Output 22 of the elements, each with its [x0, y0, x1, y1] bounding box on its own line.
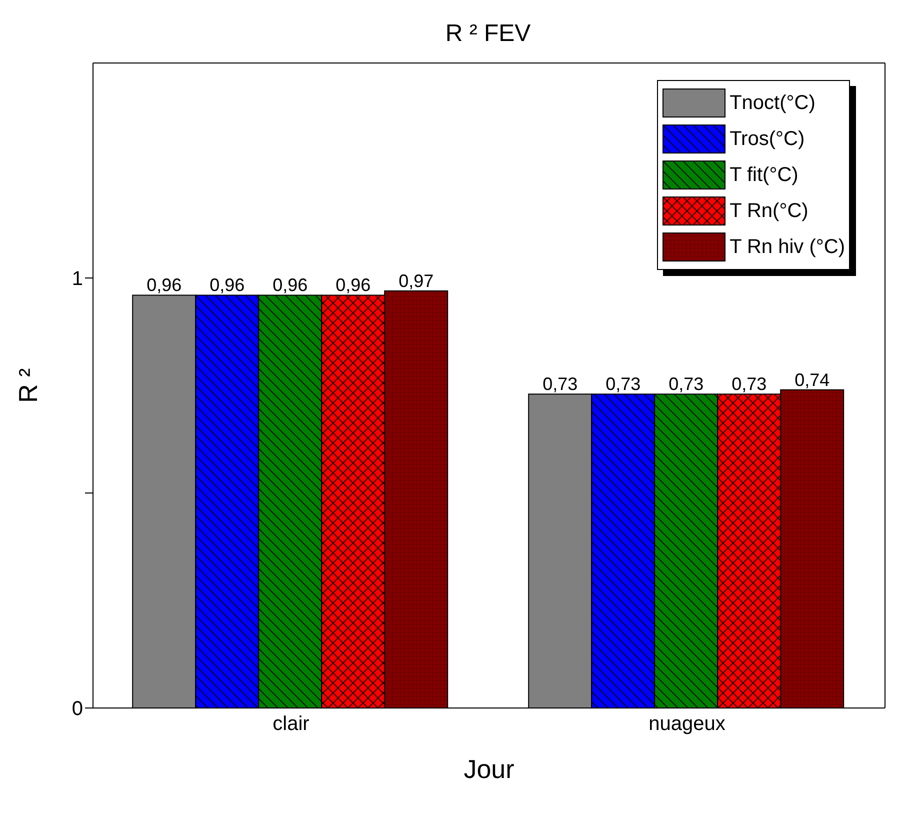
y-tick-label: 1 — [72, 268, 83, 290]
data-label: 0,73 — [606, 374, 641, 394]
legend-label: Tnoct(°C) — [730, 92, 816, 114]
y-tick-label: 0 — [72, 698, 83, 720]
data-label: 0,74 — [794, 370, 830, 390]
data-label: 0,73 — [732, 374, 767, 394]
x-tick-label: nuageux — [648, 713, 726, 736]
data-label: 0,73 — [668, 374, 704, 394]
data-label: 0,97 — [398, 270, 434, 291]
y-axis-title: R ² — [13, 368, 44, 403]
legend-label: Tros(°C) — [730, 128, 805, 150]
data-label: 0,96 — [272, 275, 308, 296]
legend-label: T Rn hiv (°C) — [730, 236, 845, 258]
chart-title: R ² FEV — [444, 20, 532, 48]
data-label: 0,96 — [210, 275, 245, 296]
legend-label: T Rn(°C) — [730, 200, 808, 222]
legend-label: T fit(°C) — [730, 164, 798, 186]
data-label: 0,96 — [146, 275, 182, 296]
data-label: 0,73 — [542, 374, 578, 394]
data-label: 0,96 — [336, 275, 371, 296]
x-tick-label: clair — [272, 713, 310, 736]
x-axis-title: Jour — [464, 754, 515, 784]
